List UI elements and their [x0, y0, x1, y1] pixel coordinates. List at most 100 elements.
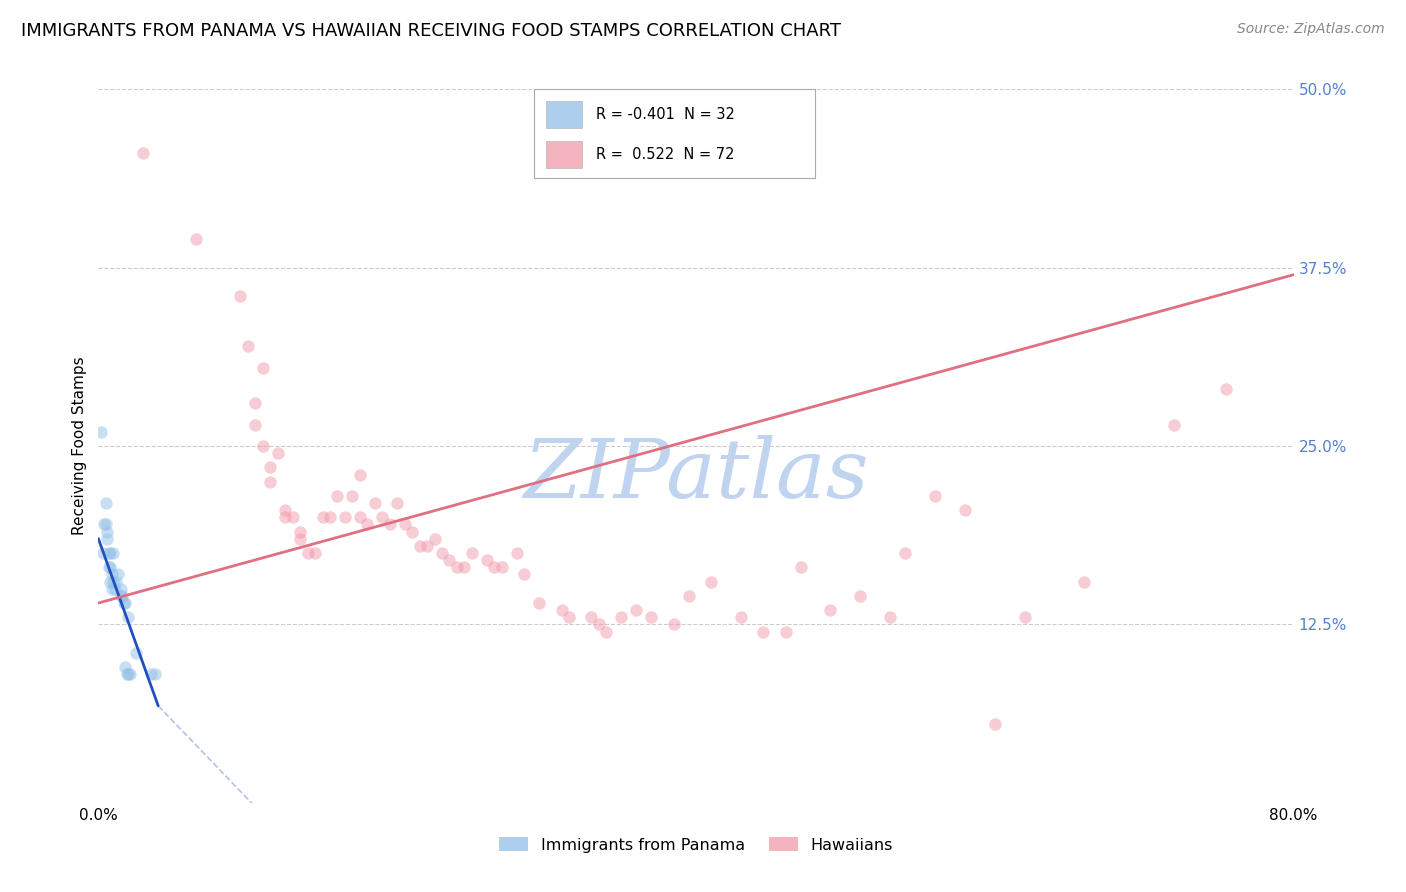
- Point: [101, 567, 124, 582]
- Point: [98, 560, 122, 574]
- Point: [96, 524, 118, 539]
- Point: [111, 589, 134, 603]
- Point: [356, 517, 378, 532]
- Point: [378, 517, 401, 532]
- Text: IMMIGRANTS FROM PANAMA VS HAWAIIAN RECEIVING FOOD STAMPS CORRELATION CHART: IMMIGRANTS FROM PANAMA VS HAWAIIAN RECEI…: [21, 22, 841, 40]
- Point: [558, 610, 581, 624]
- Point: [401, 524, 423, 539]
- Text: R =  0.522  N = 72: R = 0.522 N = 72: [596, 147, 735, 161]
- Point: [1163, 417, 1185, 432]
- Point: [385, 496, 409, 510]
- Point: [789, 560, 811, 574]
- Point: [245, 417, 267, 432]
- Point: [97, 546, 120, 560]
- Point: [894, 546, 917, 560]
- Point: [125, 646, 148, 660]
- Point: [849, 589, 872, 603]
- Point: [595, 624, 617, 639]
- Point: [446, 560, 468, 574]
- Point: [281, 510, 304, 524]
- Point: [439, 553, 461, 567]
- Point: [304, 546, 326, 560]
- Point: [259, 460, 281, 475]
- Point: [491, 560, 513, 574]
- Point: [311, 510, 333, 524]
- Point: [319, 510, 342, 524]
- Point: [662, 617, 685, 632]
- Point: [394, 517, 416, 532]
- Point: [550, 603, 572, 617]
- Point: [984, 717, 1007, 731]
- Point: [408, 539, 430, 553]
- Point: [105, 574, 128, 589]
- Point: [700, 574, 723, 589]
- Point: [98, 546, 122, 560]
- Point: [103, 546, 125, 560]
- Point: [349, 510, 371, 524]
- Point: [96, 532, 118, 546]
- Point: [506, 546, 529, 560]
- Point: [115, 667, 138, 681]
- Point: [104, 582, 127, 596]
- Point: [97, 560, 120, 574]
- Point: [626, 603, 648, 617]
- Point: [267, 446, 290, 460]
- Point: [775, 624, 797, 639]
- Point: [245, 396, 267, 410]
- Point: [118, 667, 141, 681]
- Point: [98, 574, 122, 589]
- Point: [953, 503, 976, 517]
- Point: [94, 496, 117, 510]
- Point: [229, 289, 252, 303]
- FancyBboxPatch shape: [546, 141, 582, 168]
- Point: [640, 610, 662, 624]
- Point: [364, 496, 387, 510]
- Point: [1014, 610, 1036, 624]
- FancyBboxPatch shape: [546, 101, 582, 128]
- Point: [288, 532, 311, 546]
- Text: ZIPatlas: ZIPatlas: [523, 434, 869, 515]
- Point: [423, 532, 446, 546]
- Point: [453, 560, 475, 574]
- Point: [513, 567, 536, 582]
- Point: [139, 667, 162, 681]
- Point: [184, 232, 207, 246]
- Point: [107, 567, 129, 582]
- Point: [581, 610, 603, 624]
- Text: Source: ZipAtlas.com: Source: ZipAtlas.com: [1237, 22, 1385, 37]
- Point: [114, 660, 136, 674]
- Point: [94, 517, 117, 532]
- Point: [288, 524, 311, 539]
- Point: [610, 610, 633, 624]
- Point: [527, 596, 550, 610]
- Point: [430, 546, 453, 560]
- Point: [259, 475, 281, 489]
- Point: [90, 425, 112, 439]
- Point: [101, 582, 124, 596]
- Point: [333, 510, 356, 524]
- Point: [114, 596, 136, 610]
- Point: [252, 360, 274, 375]
- Point: [252, 439, 274, 453]
- Point: [297, 546, 319, 560]
- Point: [236, 339, 259, 353]
- Point: [132, 146, 155, 161]
- Point: [112, 596, 135, 610]
- Point: [342, 489, 364, 503]
- Point: [588, 617, 610, 632]
- Legend: Immigrants from Panama, Hawaiians: Immigrants from Panama, Hawaiians: [494, 830, 898, 859]
- Point: [820, 603, 842, 617]
- Point: [117, 610, 139, 624]
- Point: [461, 546, 484, 560]
- Point: [924, 489, 946, 503]
- Point: [678, 589, 700, 603]
- Point: [416, 539, 439, 553]
- Point: [143, 667, 166, 681]
- Point: [349, 467, 371, 482]
- Point: [371, 510, 394, 524]
- Point: [730, 610, 752, 624]
- Point: [274, 503, 297, 517]
- Point: [93, 517, 115, 532]
- Point: [1215, 382, 1237, 396]
- Point: [103, 574, 125, 589]
